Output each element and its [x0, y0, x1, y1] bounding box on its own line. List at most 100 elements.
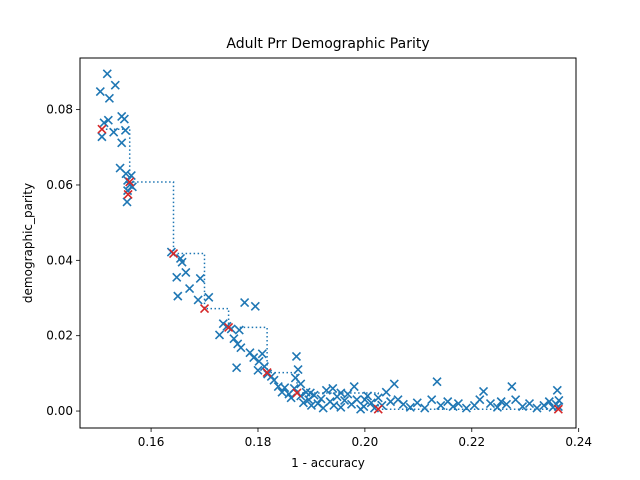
data-point [511, 395, 521, 405]
data-point [298, 398, 308, 408]
data-point [126, 170, 136, 181]
data-point [385, 397, 396, 407]
data-point [532, 403, 542, 413]
data-point [381, 387, 391, 397]
data-point [432, 377, 442, 387]
y-axis-title: demographic_parity [21, 183, 35, 303]
x-axis-title: 1 - accuracy [291, 456, 365, 470]
data-point [214, 330, 225, 340]
data-point [427, 395, 437, 405]
data-point [492, 402, 502, 412]
data-point [172, 272, 182, 282]
data-point [349, 381, 359, 392]
data-point [117, 138, 127, 148]
data-point [103, 115, 113, 125]
data-point [366, 398, 376, 408]
data-point [181, 267, 191, 277]
data-point [119, 114, 129, 124]
data-point [195, 273, 205, 283]
frontier-point [373, 404, 383, 414]
data-point [250, 301, 260, 311]
data-point [517, 401, 528, 412]
x-tick-label: 0.24 [565, 435, 592, 449]
y-axis: 0.00 0.02 0.04 0.06 0.08 [46, 103, 80, 418]
data-point [436, 400, 446, 410]
y-tick-label: 0.00 [46, 404, 73, 418]
frontier-point [553, 404, 563, 414]
data-point [204, 292, 214, 302]
data-point [453, 398, 463, 409]
y-tick-label: 0.08 [46, 103, 73, 117]
data-point [97, 132, 107, 142]
data-point [257, 349, 267, 359]
data-point [277, 387, 287, 397]
frontier-point [199, 303, 210, 314]
data-point [318, 403, 328, 413]
data-point [329, 400, 339, 410]
data-point [185, 284, 195, 294]
data-point [236, 343, 246, 353]
y-tick-label: 0.06 [46, 178, 73, 192]
x-tick-label: 0.20 [352, 435, 379, 449]
frontier-point [262, 368, 272, 378]
data-point [193, 295, 203, 305]
data-point [496, 397, 506, 407]
y-tick-label: 0.02 [46, 329, 73, 343]
data-point [173, 291, 183, 301]
frontier-point [168, 248, 179, 259]
data-point [291, 351, 302, 361]
y-tick-label: 0.04 [46, 253, 73, 267]
data-point [290, 373, 300, 383]
data-point [485, 398, 496, 409]
data-point [461, 403, 471, 413]
data-point [340, 395, 350, 406]
data-point [507, 381, 517, 392]
data-point [544, 397, 554, 407]
frontier-point [125, 177, 135, 187]
chart-title: Adult Prr Demographic Parity [226, 36, 429, 52]
data-point [336, 388, 346, 398]
data-point [389, 379, 399, 389]
data-point [226, 324, 236, 334]
data-point [249, 352, 259, 363]
frontier-point [292, 388, 302, 398]
frontier-point [97, 124, 107, 134]
data-point [110, 80, 120, 90]
data-point [240, 297, 250, 308]
data-point [478, 386, 489, 397]
data-point [120, 125, 130, 135]
data-point [253, 365, 263, 375]
data-point [177, 257, 187, 267]
data-point [229, 334, 239, 344]
x-tick-label: 0.22 [458, 435, 485, 449]
data-point [269, 375, 279, 385]
data-point [336, 402, 346, 412]
frontier-point [123, 189, 133, 199]
data-point [552, 385, 562, 395]
data-point [321, 385, 331, 395]
data-point [343, 389, 353, 399]
data-point [99, 118, 109, 128]
data-point [501, 399, 512, 409]
data-point [121, 169, 131, 179]
data-point [280, 383, 290, 393]
data-point [122, 197, 132, 207]
data-point [398, 399, 408, 409]
plot-area [80, 58, 576, 428]
data-point [306, 400, 316, 410]
data-point [420, 403, 430, 413]
data-point [259, 362, 269, 372]
x-tick-label: 0.18 [245, 435, 272, 449]
data-point [305, 388, 315, 398]
data-point [104, 93, 114, 103]
data-point [539, 400, 549, 410]
data-point [245, 348, 255, 358]
data-point [289, 383, 299, 394]
data-point [316, 394, 326, 404]
data-point [412, 398, 422, 408]
data-point [524, 398, 535, 409]
data-point [405, 402, 415, 412]
data-point [109, 127, 119, 137]
data-point [448, 401, 458, 412]
